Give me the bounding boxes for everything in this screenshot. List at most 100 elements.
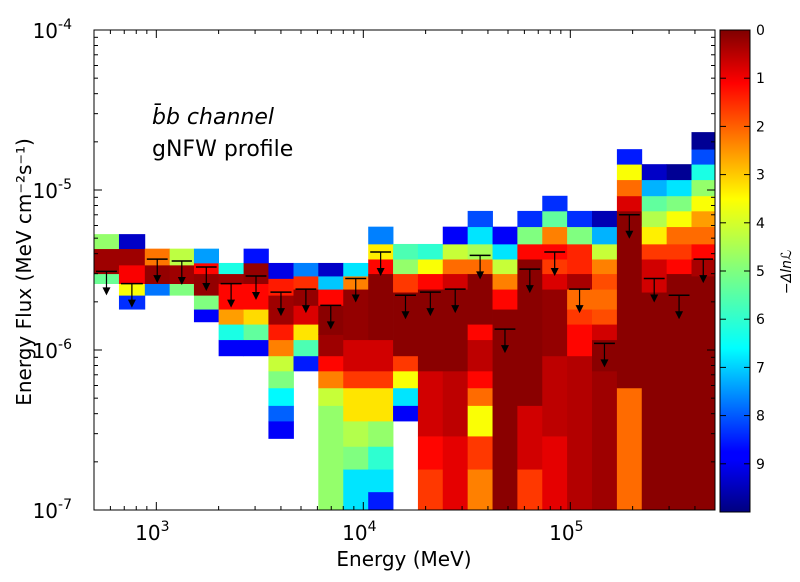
heatmap-cell-24-0: [691, 276, 715, 510]
heatmap-cell-18-7: [542, 210, 568, 228]
upper-limit-marker-23: [668, 294, 690, 320]
y-tick-label-2: 10-5: [33, 177, 72, 203]
heatmap-cell-19-1: [567, 324, 593, 357]
upper-limit-marker-9: [320, 304, 342, 330]
upper-limit-marker-24: [693, 258, 713, 284]
heatmap-cell-2-2: [144, 248, 171, 266]
heatmap-cell-9-2: [318, 370, 344, 389]
heatmap-cell-6-0: [243, 339, 269, 357]
heatmap-cell-9-4: [318, 334, 344, 357]
heatmap-cell-11-4: [368, 387, 394, 422]
heatmap-cell-9-1: [318, 387, 344, 406]
heatmap-cell-24-3: [691, 226, 715, 245]
upper-limit-marker-15: [469, 254, 491, 280]
heatmap-cells: [94, 132, 715, 510]
heatmap-cell-18-0: [542, 436, 568, 510]
heatmap-cell-11-1: [368, 469, 394, 493]
heatmap-cell-19-2: [567, 309, 593, 325]
heatmap-cell-7-6: [268, 324, 294, 341]
heatmap-cell-9-0: [318, 405, 344, 510]
heatmap-cell-21-0: [616, 387, 643, 510]
heatmap-cell-12-6: [393, 259, 419, 275]
heatmap-cell-24-9: [691, 132, 715, 150]
upper-limit-marker-21: [618, 214, 640, 239]
heatmap-cell-16-1: [492, 289, 518, 310]
plot-frame: [93, 29, 716, 511]
heatmap-cell-4-1: [193, 295, 220, 310]
heatmap-cell-14-0: [442, 436, 469, 510]
heatmap-cell-20-7: [592, 243, 618, 260]
heatmap-cell-7-8: [268, 278, 294, 296]
heatmap-cell-3-0: [169, 283, 195, 296]
heatmap-cell-2-0: [144, 283, 171, 296]
colorbar-ticks: 0 1 2 3 4 5 6 7 8 9: [720, 23, 765, 473]
y-tick-label-3: 10-4: [33, 17, 73, 43]
colorbar-tick-label-6: 6: [756, 312, 765, 328]
heatmap-cell-8-6: [293, 262, 319, 277]
heatmap-cell-17-1: [517, 405, 543, 470]
heatmap-cell-13-1: [417, 436, 444, 470]
upper-limit-marker-22: [643, 277, 665, 303]
heatmap-cell-14-6: [442, 226, 469, 245]
heatmap-cell-1-4: [118, 234, 146, 250]
heatmap-cell-18-6: [542, 226, 568, 245]
heatmap-cell-15-3: [467, 387, 493, 406]
heatmap-cell-14-1: [442, 370, 469, 437]
heatmap-cell-10-0: [343, 469, 369, 510]
heatmap-cell-22-0: [641, 292, 668, 510]
heatmap-cell-11-3: [368, 420, 394, 447]
heatmap-cell-16-4: [492, 243, 518, 260]
heatmap-cell-4-0: [193, 309, 220, 323]
upper-limit-marker-20: [594, 342, 615, 368]
heatmap-cell-7-0: [268, 420, 294, 439]
heatmap-cell-12-1: [393, 387, 419, 406]
heatmap-cell-24-6: [691, 179, 715, 197]
heatmap-cell-10-3: [343, 387, 369, 422]
heatmap-cell-21-1: [616, 210, 643, 389]
heatmap-cell-8-0: [293, 355, 319, 372]
heatmap-cell-7-4: [268, 355, 294, 372]
heatmap-cell-22-3: [641, 226, 668, 245]
heatmap-cell-15-5: [467, 339, 493, 372]
heatmap-cell-15-10: [467, 226, 493, 245]
heatmap-cell-9-3: [318, 355, 344, 372]
heatmap-cell-11-0: [368, 491, 394, 510]
heatmap-cell-15-7: [467, 273, 493, 325]
annotation-profile: gNFW profile: [152, 137, 293, 162]
colorbar-tick-label-3: 3: [756, 168, 765, 184]
heatmap-cell-7-2: [268, 387, 294, 406]
heatmap-cell-6-5: [243, 248, 269, 264]
heatmap-cell-20-4: [592, 289, 618, 310]
heatmap-cell-11-10: [368, 226, 394, 245]
heatmap-cell-21-4: [616, 164, 643, 181]
upper-limit-marker-10: [345, 277, 367, 303]
heatmap-cell-8-2: [293, 324, 319, 341]
heatmap-cell-23-3: [666, 226, 692, 245]
x-tick-label-0: 103: [135, 519, 169, 545]
heatmap-cell-18-8: [542, 195, 568, 212]
colorbar-tick-label-1: 1: [756, 71, 765, 87]
heatmap-cell-24-4: [691, 210, 715, 228]
colorbar-tick-label-8: 8: [756, 409, 765, 425]
colorbar-tick-label-2: 2: [756, 119, 765, 135]
heatmap-cell-17-5: [517, 210, 543, 228]
heatmap-cell-19-0: [567, 355, 593, 510]
heatmap-cell-21-3: [616, 179, 643, 197]
heatmap-cell-13-0: [417, 469, 444, 510]
colorbar-tick-label-5: 5: [756, 264, 765, 280]
heatmap-cell-12-2: [393, 370, 419, 389]
upper-limit-marker-1: [120, 282, 143, 308]
heatmap-cell-6-2: [243, 309, 269, 325]
upper-limit-marker-3: [171, 260, 192, 285]
heatmap-cell-21-5: [616, 149, 643, 165]
heatmap-cell-7-9: [268, 262, 294, 279]
heatmap-cell-7-5: [268, 339, 294, 357]
heatmap-cell-24-7: [691, 164, 715, 181]
heatmap-cell-12-0: [393, 405, 419, 422]
heatmap-cell-12-3: [393, 355, 419, 372]
heatmap-cell-11-2: [368, 446, 394, 470]
upper-limit-marker-16: [494, 328, 516, 354]
upper-limit-marker-14: [444, 288, 466, 314]
upper-limit-marker-7: [270, 291, 292, 317]
